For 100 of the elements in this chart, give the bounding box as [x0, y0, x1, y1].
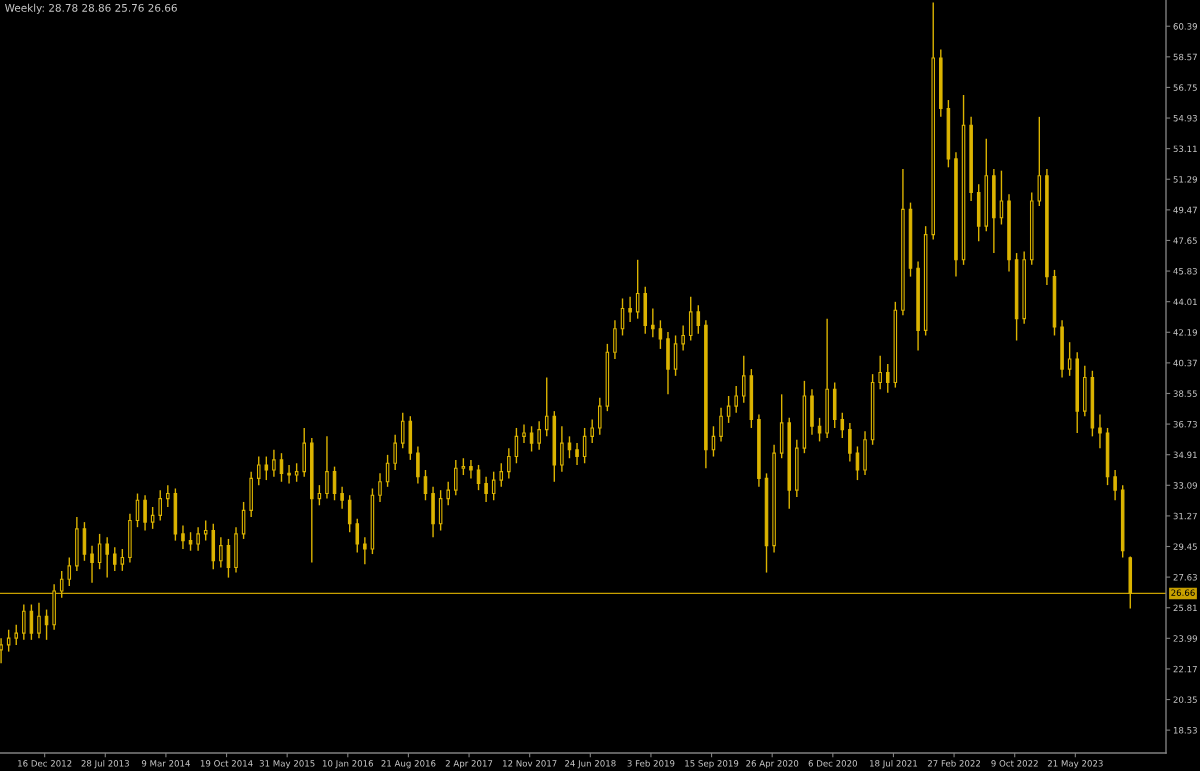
candlestick: [696, 304, 701, 335]
candlestick: [279, 452, 284, 483]
candlestick: [294, 462, 299, 483]
y-tick-label: 25.81: [1173, 604, 1197, 612]
candlestick: [688, 296, 693, 342]
candlestick: [840, 412, 845, 439]
candlestick: [537, 420, 541, 451]
x-tick-label: 21 May 2023: [1047, 760, 1103, 769]
candlestick: [363, 536, 367, 565]
candlestick: [196, 526, 200, 552]
x-tick-label: 27 Feb 2022: [927, 759, 981, 767]
candlestick: [287, 464, 291, 485]
chart-title: Weekly: 28.78 28.86 25.76 26.66: [5, 3, 177, 14]
candlestick: [560, 425, 564, 473]
y-tick-label: 38.55: [1173, 390, 1197, 397]
candlestick: [651, 307, 655, 338]
candlestick: [158, 489, 163, 522]
x-tick-label: 19 Oct 2014: [200, 760, 253, 767]
y-tick-label: 51.29: [1173, 176, 1197, 183]
x-tick-label: 3 Feb 2019: [627, 759, 675, 767]
candlestick: [878, 354, 882, 390]
x-tick-label: 15 Sep 2019: [685, 760, 739, 769]
candlestick: [507, 447, 511, 480]
candlestick: [484, 476, 488, 503]
y-tick-label: 53.11: [1173, 145, 1197, 153]
x-tick-label: 18 Jul 2021: [870, 759, 918, 769]
candlestick: [120, 548, 125, 572]
y-tick-label: 40.37: [1173, 359, 1197, 367]
y-tick-label: 60.39: [1173, 23, 1197, 30]
candlestick: [741, 354, 746, 404]
candlestick: [590, 418, 594, 444]
x-tick-label: 28 Jul 2013: [81, 759, 129, 769]
y-tick-label: 56.75: [1173, 84, 1197, 91]
candlestick: [848, 422, 852, 463]
candlestick: [454, 459, 458, 496]
candlestick: [416, 445, 420, 485]
x-tick-label: 16 Dec 2012: [18, 760, 72, 767]
candlestick: [476, 464, 481, 491]
candlestick: [264, 455, 269, 481]
y-tick-label: 18.53: [1173, 727, 1197, 734]
x-tick-label: 31 May 2015: [259, 760, 315, 769]
candlestick: [1098, 413, 1102, 449]
candlestick: [491, 470, 496, 501]
candlestick: [256, 455, 261, 486]
candlestick: [325, 435, 329, 500]
x-tick-label: 24 Jun 2018: [565, 760, 616, 769]
candlestick: [37, 602, 41, 639]
candlestick: [67, 556, 72, 587]
candlestick: [446, 481, 450, 507]
x-tick-label: 9 Oct 2022: [991, 760, 1038, 767]
candlestick: [14, 624, 19, 646]
candlestick: [340, 486, 344, 510]
candlestick: [150, 506, 155, 530]
candlestick: [598, 396, 602, 436]
candlestick: [522, 423, 526, 444]
y-tick-label: 45.83: [1173, 267, 1197, 275]
candlestick: [681, 324, 685, 352]
candlestick: [219, 536, 223, 569]
y-tick-label: 20.35: [1173, 696, 1197, 703]
x-tick-label: 21 Aug 2016: [381, 760, 436, 769]
candlestick: [544, 376, 549, 438]
candlestick: [6, 629, 11, 653]
y-tick-label: 49.47: [1173, 206, 1197, 214]
candlestick: [0, 637, 3, 665]
candlestick: [726, 395, 731, 424]
candlestick: [575, 442, 579, 466]
candlestick: [499, 462, 504, 488]
candlestick: [272, 449, 276, 478]
candlestick: [469, 459, 473, 480]
candlestick: [719, 407, 723, 443]
candlestick: [181, 524, 185, 550]
candlestick: [166, 484, 170, 508]
y-tick-label: 23.99: [1173, 635, 1197, 642]
candlestick: [628, 296, 632, 323]
y-tick-label: 31.27: [1173, 512, 1197, 520]
candlestick: [734, 385, 738, 414]
x-tick-label: 12 Nov 2017: [503, 760, 557, 767]
candlestick: [885, 363, 890, 394]
candlestick: [59, 570, 64, 599]
candlestick: [203, 519, 208, 542]
y-tick-label: 42.19: [1173, 329, 1197, 336]
x-tick-label: 10 Jan 2016: [322, 760, 374, 769]
candlestick: [613, 319, 617, 360]
candlestick: [112, 546, 117, 572]
candlestick: [529, 425, 534, 453]
y-tick-label: 27.63: [1173, 573, 1197, 581]
y-tick-label: 29.45: [1173, 543, 1197, 550]
y-tick-label: 58.57: [1173, 53, 1197, 61]
candlestick: [1067, 341, 1072, 377]
y-tick-label: 47.65: [1173, 237, 1197, 244]
candlestick: [22, 603, 26, 641]
y-tick-label: 54.93: [1173, 114, 1197, 122]
candlestick: [105, 536, 109, 579]
y-tick-label: 33.09: [1173, 482, 1197, 489]
candlestick: [378, 472, 382, 503]
candlestick: [143, 494, 147, 532]
candlestick: [188, 531, 193, 552]
candlestick: [355, 518, 360, 554]
x-tick-label: 26 Apr 2020: [746, 760, 799, 769]
candlestick: [400, 412, 405, 449]
